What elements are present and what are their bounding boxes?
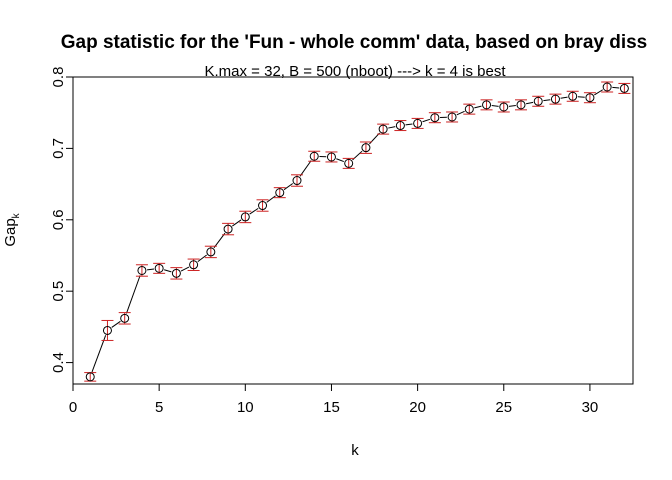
data-point: [499, 102, 509, 112]
series-segment: [336, 158, 344, 163]
series-segment: [474, 105, 482, 109]
series-segment: [249, 207, 259, 215]
data-point: [275, 188, 285, 198]
x-tick-label: 20: [409, 399, 426, 416]
data-point: [292, 176, 302, 186]
data-point: [447, 112, 457, 122]
series-segment: [147, 268, 155, 271]
x-tick-label: 5: [155, 399, 163, 416]
series-segment: [594, 89, 604, 96]
series-segment: [283, 183, 294, 191]
y-tick-label: 0.4: [50, 352, 67, 373]
series-segment: [491, 104, 499, 107]
data-point: [413, 118, 423, 128]
x-tick-label: 25: [495, 399, 512, 416]
x-axis-label: k: [351, 442, 359, 459]
series-segment: [577, 96, 585, 98]
x-tick-label: 0: [69, 399, 77, 416]
data-point: [378, 124, 388, 134]
series-segment: [180, 266, 190, 272]
series-segment: [456, 110, 465, 116]
series-segment: [525, 101, 534, 105]
series-segment: [125, 275, 141, 314]
data-point: [258, 201, 268, 211]
y-tick-label: 0.7: [50, 138, 67, 159]
y-axis-label-subscript: k: [11, 212, 22, 218]
data-point: [206, 247, 216, 257]
y-tick-label: 0.8: [50, 67, 67, 88]
data-point: [189, 260, 199, 270]
data-point: [344, 158, 354, 168]
data-point: [309, 151, 319, 161]
series-segment: [213, 232, 226, 249]
chart-subtitle: K.max = 32, B = 500 (nboot) ---> k = 4 i…: [205, 63, 507, 80]
series-line: [91, 86, 620, 373]
data-point: [361, 143, 371, 153]
x-tick-label: 10: [237, 399, 254, 416]
data-point: [568, 91, 578, 101]
data-point: [550, 94, 560, 104]
series-segment: [232, 219, 242, 227]
series-segment: [405, 123, 413, 126]
data-point: [154, 263, 164, 273]
data-point: [223, 224, 233, 234]
data-point: [240, 212, 250, 222]
x-tick-label: 15: [323, 399, 340, 416]
series-segment: [508, 104, 516, 107]
data-point: [619, 83, 629, 93]
series-segment: [91, 335, 107, 373]
data-point: [602, 82, 612, 92]
y-axis-label: Gapk: [2, 212, 22, 246]
y-tick-label: 0.6: [50, 209, 67, 230]
y-tick-label: 0.5: [50, 281, 67, 302]
series-segment: [612, 86, 620, 89]
x-axis: 0 5 10 15 20 25 30: [69, 383, 599, 416]
data-point: [430, 113, 440, 123]
data-point: [85, 372, 95, 382]
data-point: [137, 265, 147, 275]
data-point: [533, 96, 543, 106]
series-segment: [299, 160, 312, 177]
series-segment: [422, 118, 431, 123]
series-segment: [164, 269, 172, 273]
y-axis: 0.4 0.5 0.6 0.7 0.8: [50, 67, 74, 373]
series-segment: [560, 96, 568, 99]
data-point: [120, 313, 130, 323]
data-point: [326, 152, 336, 162]
series-segment: [111, 320, 121, 328]
y-axis-label-main: Gap: [2, 218, 19, 246]
data-point: [482, 100, 492, 110]
x-tick-label: 30: [582, 399, 599, 416]
series-segment: [266, 195, 276, 203]
data-point: [171, 268, 181, 278]
data-point: [585, 93, 595, 103]
data-point: [395, 121, 405, 131]
data-point: [516, 100, 526, 110]
chart-title: Gap statistic for the 'Fun - whole comm'…: [61, 32, 648, 53]
data-point: [464, 104, 474, 114]
data-points: [85, 82, 629, 382]
series-segment: [197, 254, 207, 263]
series-segment: [543, 99, 551, 102]
data-point: [102, 325, 112, 335]
series-segment: [388, 126, 396, 129]
